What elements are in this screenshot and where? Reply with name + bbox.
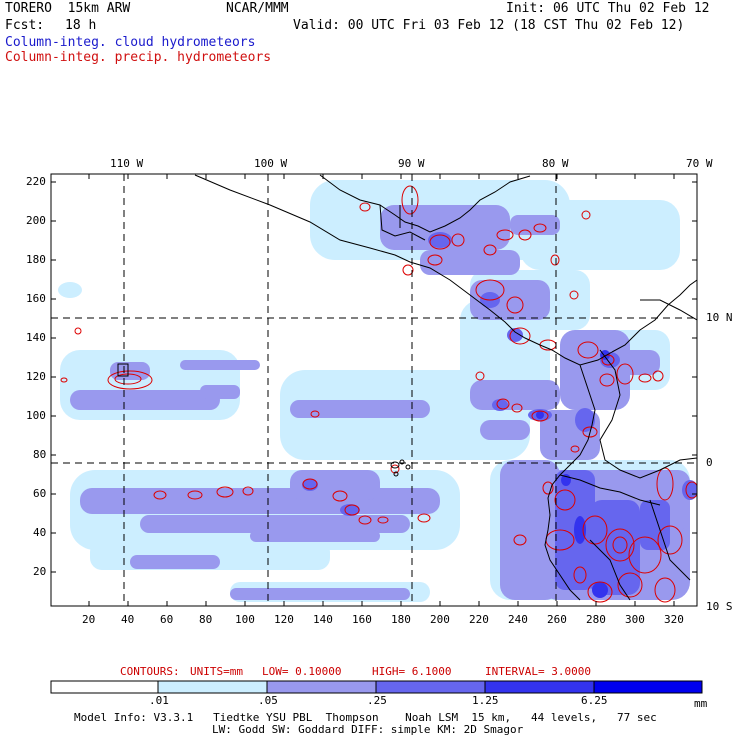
x-label: 140 bbox=[313, 613, 333, 626]
colorbar-bin-2 bbox=[266, 680, 377, 694]
y-label: 100 bbox=[26, 409, 46, 422]
galapagos-islands bbox=[117, 363, 411, 477]
lon-label-70w: 70 W bbox=[686, 157, 713, 170]
colorbar-bin-0 bbox=[50, 680, 159, 694]
y-label: 20 bbox=[33, 565, 47, 578]
forecast-label: Fcst: bbox=[5, 18, 45, 33]
x-label: 80 bbox=[199, 613, 213, 626]
contours-label: CONTOURS: bbox=[120, 665, 180, 678]
latlon-grid bbox=[51, 174, 697, 606]
y-label: 120 bbox=[26, 370, 46, 383]
x-label: 240 bbox=[508, 613, 528, 626]
colorbar-unit: mm bbox=[694, 697, 708, 710]
y-label: 180 bbox=[26, 253, 46, 266]
legend-precip: Column-integ. precip. hydrometeors bbox=[5, 50, 272, 65]
lon-label-80w: 80 W bbox=[542, 157, 569, 170]
x-label: 260 bbox=[547, 613, 567, 626]
y-ticks bbox=[51, 181, 697, 573]
forecast-hour: 18 h bbox=[65, 18, 97, 33]
model-title: TORERO 15km ARW bbox=[5, 1, 131, 16]
x-label: 300 bbox=[625, 613, 645, 626]
colorbar-label: 1.25 bbox=[472, 694, 499, 707]
lon-label-100w: 100 W bbox=[254, 157, 288, 170]
x-label: 160 bbox=[352, 613, 372, 626]
contours-units: UNITS=mm bbox=[190, 665, 243, 678]
colorbar-bin-3 bbox=[375, 680, 486, 694]
contours-low: LOW= 0.10000 bbox=[262, 665, 342, 678]
x-label: 220 bbox=[469, 613, 489, 626]
x-ticks bbox=[88, 174, 675, 606]
x-label: 280 bbox=[586, 613, 606, 626]
colorbar-label: .25 bbox=[367, 694, 387, 707]
lon-label-110w: 110 W bbox=[110, 157, 144, 170]
x-label: 20 bbox=[82, 613, 96, 626]
org-label: NCAR/MMM bbox=[226, 1, 289, 16]
y-label: 160 bbox=[26, 292, 46, 305]
x-label: 100 bbox=[235, 613, 255, 626]
colorbar-bin-1 bbox=[157, 680, 268, 694]
colorbar-bin-4 bbox=[484, 680, 595, 694]
lat-label-10s: 10 S bbox=[706, 600, 733, 613]
init-time: Init: 06 UTC Thu 02 Feb 12 bbox=[506, 1, 710, 16]
colorbar-label: .05 bbox=[258, 694, 278, 707]
y-label: 220 bbox=[26, 175, 46, 188]
y-label: 40 bbox=[33, 526, 47, 539]
y-label: 80 bbox=[33, 448, 47, 461]
plot-frame bbox=[50, 173, 698, 607]
x-label: 40 bbox=[121, 613, 135, 626]
contours-high: HIGH= 6.1000 bbox=[372, 665, 452, 678]
precip-field bbox=[58, 174, 697, 603]
colorbar-label: 6.25 bbox=[581, 694, 608, 707]
x-label: 200 bbox=[430, 613, 450, 626]
x-label: 180 bbox=[391, 613, 411, 626]
colorbar-bin-5 bbox=[593, 680, 703, 694]
x-label: 60 bbox=[160, 613, 174, 626]
y-label: 60 bbox=[33, 487, 47, 500]
contours-interval: INTERVAL= 3.0000 bbox=[485, 665, 591, 678]
lat-label-0: 0 bbox=[706, 456, 713, 469]
y-label: 140 bbox=[26, 331, 46, 344]
x-label: 320 bbox=[664, 613, 684, 626]
x-label: 120 bbox=[274, 613, 294, 626]
colorbar-label: .01 bbox=[149, 694, 169, 707]
lat-label-10n: 10 N bbox=[706, 311, 733, 324]
model-info-line1: Model Info: V3.3.1 Tiedtke YSU PBL Thomp… bbox=[74, 711, 657, 724]
valid-time: Valid: 00 UTC Fri 03 Feb 12 (18 CST Thu … bbox=[293, 18, 685, 33]
colorbar bbox=[50, 680, 703, 694]
lon-label-90w: 90 W bbox=[398, 157, 425, 170]
legend-cloud: Column-integ. cloud hydrometeors bbox=[5, 35, 256, 50]
model-info-line2: LW: Godd SW: Goddard DIFF: simple KM: 2D… bbox=[212, 723, 524, 736]
y-label: 200 bbox=[26, 214, 46, 227]
precip-contours bbox=[60, 185, 697, 603]
